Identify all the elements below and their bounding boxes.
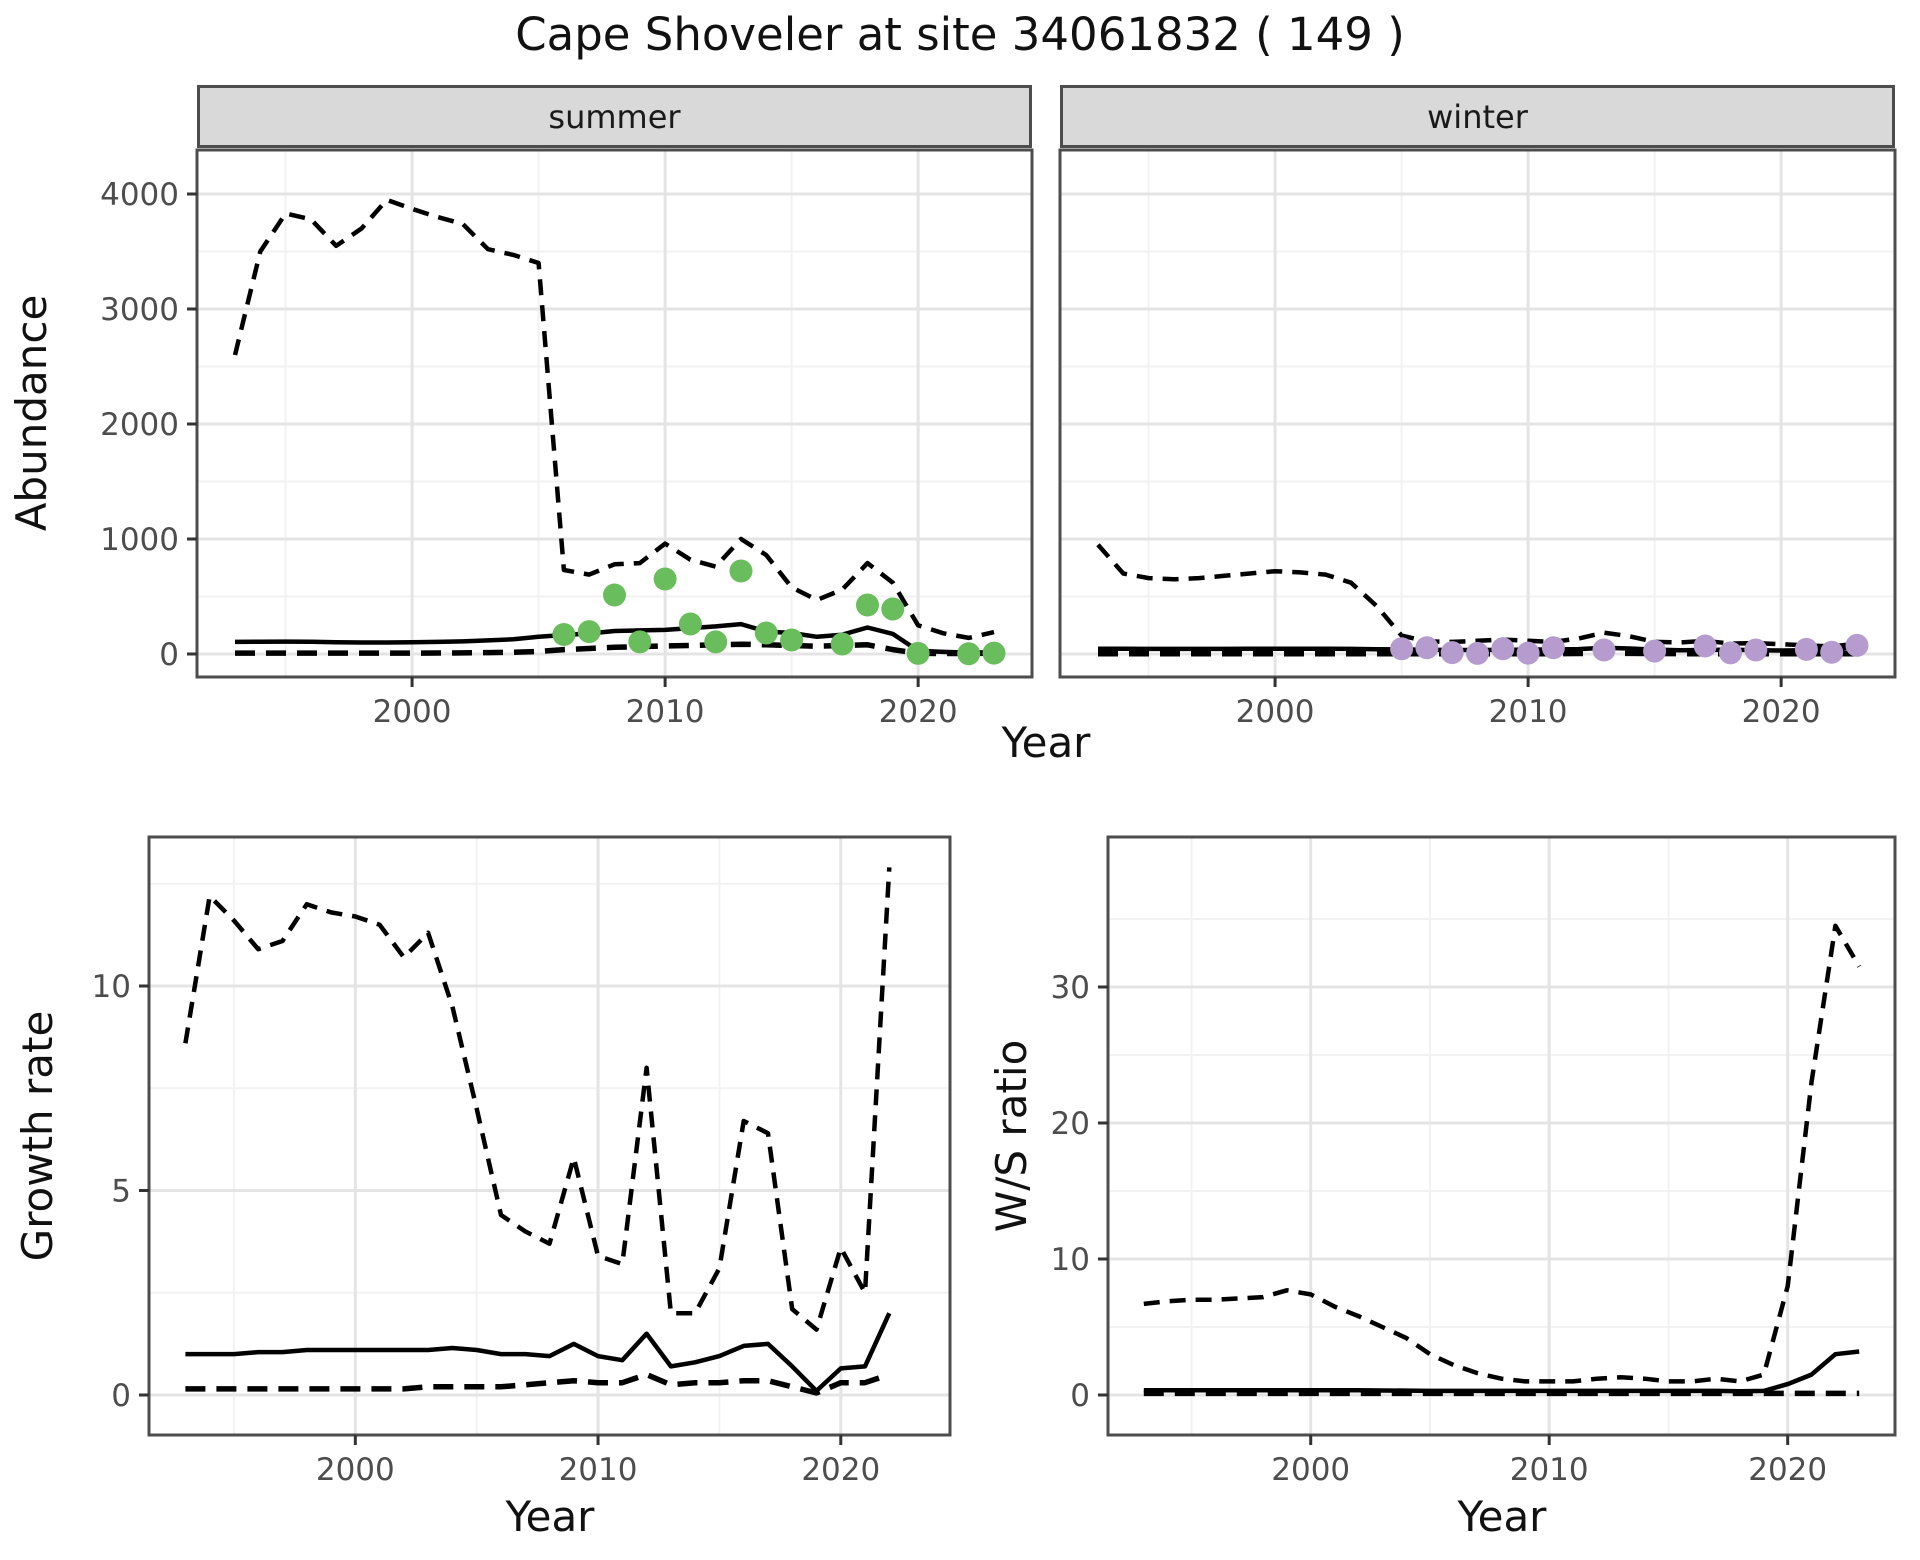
growth-rate-lower_ci-line — [185, 1371, 891, 1396]
summer-upper_ci-line — [232, 197, 995, 641]
facet-strip-winter-label: winter — [1427, 97, 1528, 136]
y-tick-label: 2000 — [100, 407, 179, 443]
observed_counts_summer — [552, 559, 1006, 666]
data-point — [1415, 636, 1439, 660]
y-tick-label: 5 — [111, 1174, 131, 1210]
data-point — [1643, 639, 1667, 663]
y-tick-label: 10 — [1051, 1242, 1090, 1278]
y-tick-label: 10 — [92, 969, 131, 1005]
y-tick-label: 20 — [1051, 1106, 1090, 1142]
data-point — [1719, 641, 1742, 665]
y-axis-title-ws-ratio: W/S ratio — [987, 1039, 1036, 1233]
data-point — [552, 623, 576, 646]
panel-background — [149, 837, 950, 1435]
x-axis-title-year-bottom-right: Year — [1457, 1492, 1547, 1541]
panel-winter: 2000 2010 2020 — [1058, 148, 1897, 730]
data-point — [678, 612, 702, 636]
x-tick-label: 2000 — [1271, 1452, 1350, 1488]
data-point — [754, 621, 778, 645]
data-point — [1440, 641, 1464, 665]
data-point — [1466, 641, 1489, 665]
data-point — [729, 559, 753, 583]
x-tick-label: 2020 — [801, 1452, 880, 1488]
y-tick-label: 30 — [1051, 970, 1090, 1006]
summer-median-line — [234, 621, 995, 655]
data-point — [1820, 640, 1844, 664]
data-point — [603, 583, 626, 607]
x-tick-label: 2000 — [1236, 694, 1315, 730]
winter-upper_ci-line — [1096, 543, 1858, 649]
y-tick-label: 0 — [1070, 1378, 1090, 1414]
data-point — [704, 630, 728, 654]
x-tick-label: 2010 — [1510, 1452, 1589, 1488]
panel-border — [1106, 835, 1897, 1437]
data-point — [856, 593, 879, 617]
y-axis-title-abundance: Abundance — [7, 294, 56, 532]
data-point — [881, 597, 905, 621]
x-tick-label: 2020 — [879, 694, 958, 730]
x-tick-label: 2020 — [1742, 694, 1821, 730]
data-point — [780, 628, 804, 652]
panel-growth-rate: 2000 2010 2020 0 5 10 — [92, 835, 952, 1488]
data-point — [628, 630, 652, 654]
data-point — [906, 641, 930, 665]
data-point — [653, 567, 677, 591]
panel-border — [147, 835, 952, 1437]
x-tick-label: 2000 — [373, 694, 452, 730]
y-tick-label: 0 — [111, 1378, 131, 1414]
panel-border — [1058, 148, 1897, 679]
data-point — [577, 620, 601, 644]
y-tick-label: 0 — [159, 637, 179, 673]
chart-title: Cape Shoveler at site 34061832 ( 149 ) — [515, 8, 1405, 61]
facet-strip-winter: winter — [1060, 85, 1895, 148]
data-point — [1541, 636, 1565, 660]
x-axis-title-year-top: Year — [1001, 718, 1091, 767]
data-point — [1491, 637, 1515, 661]
panel-w-s-ratio: 2000 2010 2020 0 10 20 30 — [1051, 835, 1897, 1488]
data-point — [957, 642, 981, 666]
facet-strip-summer: summer — [197, 85, 1032, 148]
data-point — [830, 632, 854, 656]
x-axis-title-year-bottom-left: Year — [505, 1492, 595, 1541]
x-tick-label: 2010 — [626, 694, 705, 730]
data-point — [1845, 633, 1869, 657]
data-point — [1794, 637, 1818, 661]
facet-strip-summer-label: summer — [548, 97, 681, 136]
w-s-ratio-upper_ci-line — [1143, 923, 1862, 1384]
y-tick-label: 3000 — [100, 292, 179, 328]
data-point — [1693, 634, 1717, 658]
data-point — [1516, 641, 1540, 665]
panel-background — [1108, 837, 1895, 1435]
data-point — [1592, 638, 1616, 662]
x-tick-label: 2000 — [316, 1452, 395, 1488]
panel-background — [1060, 150, 1895, 677]
data-point — [1744, 638, 1768, 662]
y-tick-label: 1000 — [100, 522, 179, 558]
growth-rate-median-line — [185, 1312, 892, 1394]
observed_counts_winter — [1390, 633, 1869, 665]
y-axis-title-growth-rate: Growth rate — [13, 1010, 62, 1262]
data-point — [982, 641, 1006, 665]
x-tick-label: 2020 — [1748, 1452, 1827, 1488]
x-tick-label: 2010 — [1489, 694, 1568, 730]
summer-lower_ci-line — [235, 641, 995, 657]
y-tick-label: 4000 — [100, 177, 179, 213]
panel-summer: 2000 2010 2020 0 1000 2000 3000 4000 — [100, 148, 1034, 730]
x-tick-label: 2010 — [559, 1452, 638, 1488]
panel-border — [195, 148, 1034, 679]
data-point — [1390, 637, 1414, 661]
